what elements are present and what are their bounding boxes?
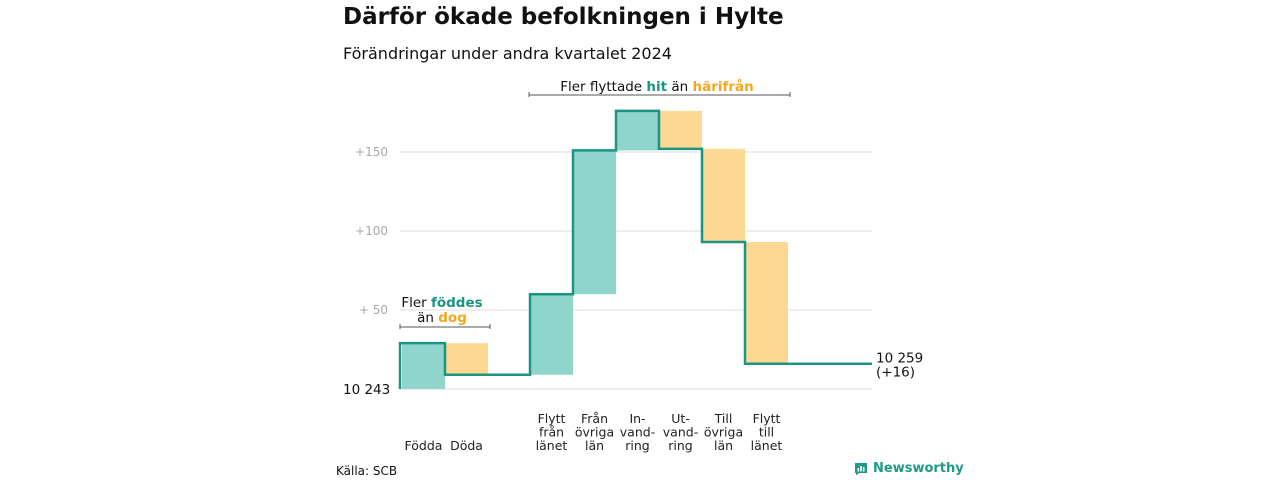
ann-moved-hit: hit	[646, 79, 667, 95]
end-value-label: 10 259	[876, 351, 923, 367]
category-label: Flytt	[753, 411, 781, 426]
category-label: Ut-	[671, 411, 690, 426]
category-label: ring	[625, 438, 649, 453]
category-label: Födda	[405, 438, 443, 453]
brand-name: Newsworthy	[873, 461, 964, 476]
category-label: län	[585, 438, 604, 453]
category-label: Till	[714, 411, 733, 426]
y-tick-label: +150	[355, 145, 388, 159]
chart-subtitle: Förändringar under andra kvartalet 2024	[343, 44, 672, 63]
end-change-label: (+16)	[876, 365, 915, 381]
grid-layer	[400, 151, 872, 390]
svg-text:Fler föddes: Fler föddes	[401, 295, 482, 311]
newsworthy-logo: Newsworthy	[854, 461, 964, 476]
category-labels: Födda DödaFlyttfrånlänetFrånövrigalänIn-v…	[405, 411, 783, 453]
cumulative-step-line	[398, 109, 872, 389]
chart-title: Därför ökade befolkningen i Hylte	[343, 4, 784, 30]
category-label: Från	[581, 411, 608, 426]
svg-text:Fler flyttade hit än härifrån: Fler flyttade hit än härifrån	[560, 78, 754, 95]
bar	[745, 242, 788, 364]
speech-bubble-chart-icon	[855, 462, 867, 475]
ann-died-prefix: än	[417, 310, 438, 326]
category-label: In-	[629, 411, 645, 426]
bar	[616, 110, 659, 151]
bar	[402, 343, 445, 389]
step-line-layer	[398, 109, 872, 389]
category-label: till	[759, 425, 774, 440]
category-label: vand-	[620, 425, 655, 440]
start-value-label: 10 243	[343, 382, 390, 398]
category-label: Döda	[450, 438, 483, 453]
ann-moved-mid: än	[667, 79, 692, 95]
ann-born-bracket	[399, 324, 491, 329]
ann-moved-harifran: härifrån	[693, 78, 754, 95]
bar	[659, 110, 702, 149]
annotation-born: Fler föddes än dog	[399, 295, 491, 329]
bar	[702, 148, 745, 243]
bars-layer	[402, 110, 788, 389]
bar	[530, 294, 573, 375]
bar	[573, 150, 616, 295]
category-label: län	[714, 438, 733, 453]
y-tick-label: +100	[355, 224, 388, 238]
category-label: övriga	[575, 425, 614, 440]
ann-born-highlight: föddes	[431, 295, 483, 311]
category-label: länet	[751, 438, 783, 453]
category-label: från	[539, 425, 564, 440]
svg-text:än dog: än dog	[417, 310, 467, 326]
category-label: Flytt	[538, 411, 566, 426]
category-label: vand-	[663, 425, 698, 440]
category-label: ring	[668, 438, 692, 453]
y-tick-label: + 50	[359, 303, 388, 317]
category-label: länet	[536, 438, 568, 453]
ann-moved-bracket	[528, 92, 791, 97]
y-tick-labels: + 50 +100 +150	[355, 145, 388, 317]
ann-born-prefix: Fler	[401, 295, 431, 311]
source-note: Källa: SCB	[336, 464, 398, 478]
category-label: övriga	[704, 425, 743, 440]
annotation-moved: Fler flyttade hit än härifrån	[528, 78, 791, 97]
ann-died-highlight: dog	[438, 310, 467, 326]
bar	[445, 343, 488, 375]
ann-moved-prefix: Fler flyttade	[560, 79, 646, 95]
